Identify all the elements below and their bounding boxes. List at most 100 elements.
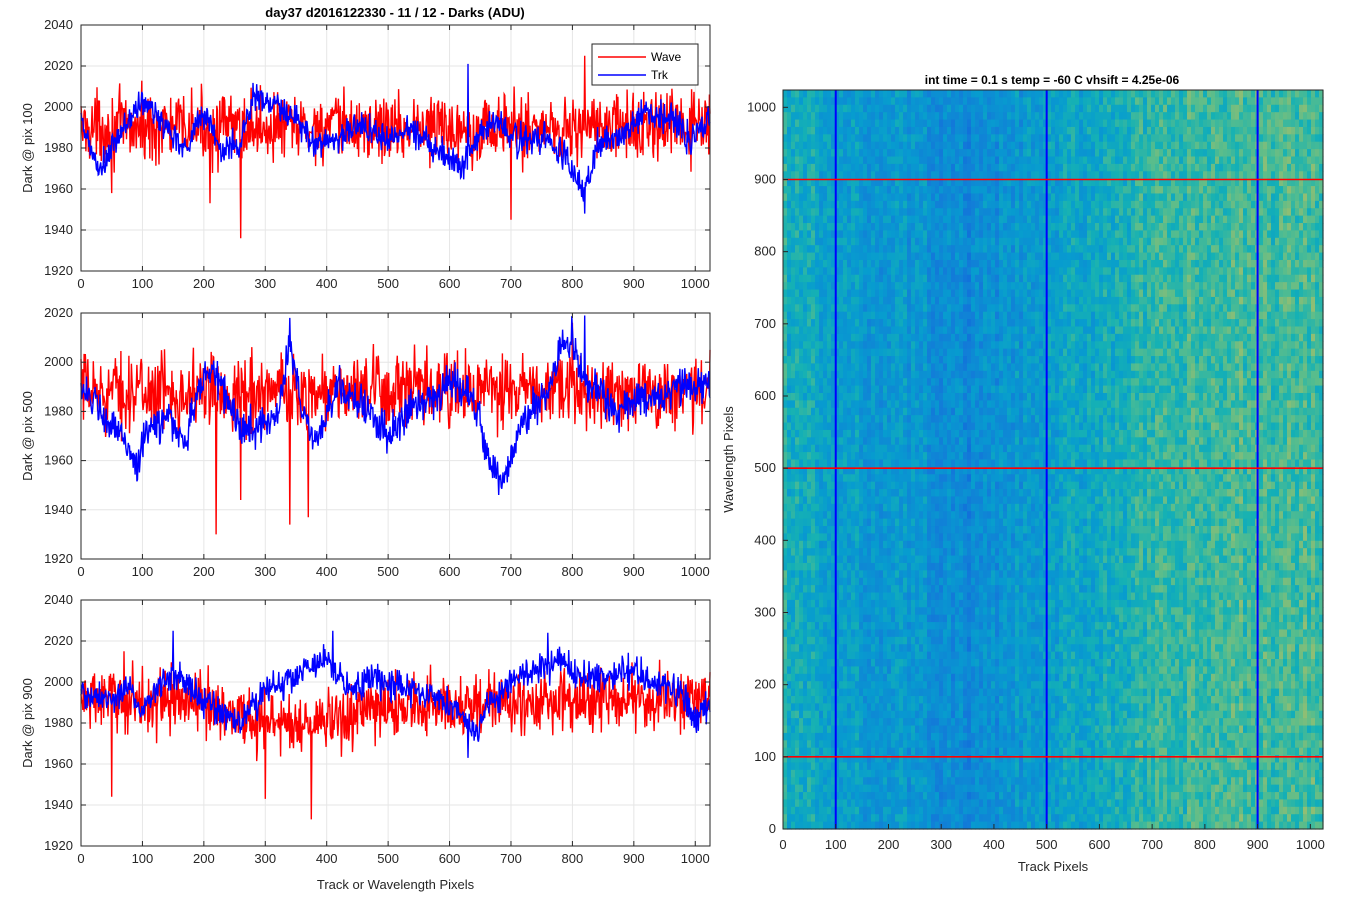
heatmap-cell — [1015, 171, 1020, 180]
heatmap-cell — [1175, 267, 1180, 276]
heatmap-cell — [1243, 126, 1248, 135]
y-tick-label: 1940 — [44, 797, 73, 812]
heatmap-cell — [1251, 178, 1256, 187]
heatmap-cell — [1111, 193, 1116, 202]
heatmap-cell — [807, 134, 812, 143]
heatmap-cell — [991, 171, 996, 180]
heatmap-cell — [1007, 112, 1012, 121]
heatmap-cell — [971, 326, 976, 335]
heatmap-cell — [879, 259, 884, 268]
heatmap-cell — [803, 104, 808, 113]
heatmap-cell — [943, 186, 948, 195]
heatmap-cell — [1231, 163, 1236, 172]
heatmap-cell — [831, 149, 836, 158]
heatmap-cell — [1279, 252, 1284, 261]
heatmap-cell — [1227, 304, 1232, 313]
heatmap-cell — [951, 186, 956, 195]
heatmap-cell — [803, 149, 808, 158]
heatmap-cell — [1011, 156, 1016, 165]
heatmap-cell — [931, 163, 936, 172]
heatmap-cell — [895, 126, 900, 135]
heatmap-cell — [1319, 163, 1324, 172]
heatmap-cell — [807, 178, 812, 187]
heatmap-cell — [1243, 200, 1248, 209]
heatmap-cell — [1107, 259, 1112, 268]
heatmap-cell — [1147, 341, 1152, 350]
heatmap-cell — [839, 237, 844, 246]
heatmap-cell — [1019, 97, 1024, 106]
heatmap-cell — [967, 156, 972, 165]
heatmap-cell — [791, 178, 796, 187]
heatmap-cell — [971, 97, 976, 106]
heatmap-cell — [1259, 215, 1264, 224]
heatmap-cell — [851, 112, 856, 121]
heatmap-cell — [819, 156, 824, 165]
heatmap-cell — [891, 326, 896, 335]
heatmap-cell — [1023, 104, 1028, 113]
heatmap-cell — [883, 171, 888, 180]
heatmap-cell — [1191, 259, 1196, 268]
heatmap-cell — [891, 134, 896, 143]
heatmap-cell — [1211, 186, 1216, 195]
heatmap-cell — [875, 230, 880, 239]
heatmap-cell — [1107, 163, 1112, 172]
heatmap-cell — [987, 333, 992, 342]
heatmap-cell — [1191, 267, 1196, 276]
heatmap-cell — [975, 126, 980, 135]
heatmap-cell — [827, 112, 832, 121]
heatmap-cell — [1095, 326, 1100, 335]
heatmap-cell — [835, 104, 840, 113]
heatmap-cell — [963, 319, 968, 328]
heatmap-cell — [1303, 141, 1308, 150]
heatmap-cell — [1271, 156, 1276, 165]
heatmap-cell — [983, 126, 988, 135]
heatmap-cell — [1307, 178, 1312, 187]
heatmap-cell — [1079, 252, 1084, 261]
heatmap-cell — [1171, 296, 1176, 305]
heatmap-cell — [951, 282, 956, 291]
heatmap-cell — [859, 259, 864, 268]
heatmap-cell — [1139, 259, 1144, 268]
heatmap-cell — [1043, 171, 1048, 180]
heatmap-cell — [1147, 230, 1152, 239]
heatmap-cell — [1027, 341, 1032, 350]
heatmap-cell — [1287, 282, 1292, 291]
heatmap-cell — [1055, 230, 1060, 239]
heatmap-cell — [1015, 141, 1020, 150]
heatmap-cell — [1247, 141, 1252, 150]
heatmap-cell — [891, 289, 896, 298]
heatmap-cell — [1139, 178, 1144, 187]
heatmap-cell — [1215, 245, 1220, 254]
heatmap-cell — [903, 274, 908, 283]
heatmap-cell — [943, 333, 948, 342]
heatmap-cell — [1283, 200, 1288, 209]
heatmap-cell — [1319, 341, 1324, 350]
heatmap-cell — [1087, 252, 1092, 261]
heatmap-cell — [831, 333, 836, 342]
heatmap-cell — [815, 348, 820, 357]
heatmap-cell — [875, 289, 880, 298]
heatmap-cell — [959, 296, 964, 305]
heatmap-cell — [1247, 267, 1252, 276]
heatmap-cell — [967, 163, 972, 172]
heatmap-cell — [859, 149, 864, 158]
heatmap-cell — [1299, 341, 1304, 350]
heatmap-cell — [963, 304, 968, 313]
heatmap-cell — [1047, 296, 1052, 305]
heatmap-cell — [947, 156, 952, 165]
heatmap-cell — [907, 252, 912, 261]
heatmap-cell — [1027, 296, 1032, 305]
heatmap-cell — [983, 333, 988, 342]
heatmap-cell — [1271, 186, 1276, 195]
heatmap-cell — [923, 259, 928, 268]
heatmap-cell — [1283, 141, 1288, 150]
heatmap-cell — [855, 259, 860, 268]
heatmap-cell — [1031, 223, 1036, 232]
heatmap-cell — [787, 319, 792, 328]
heatmap-cell — [1159, 259, 1164, 268]
heatmap-cell — [799, 178, 804, 187]
heatmap-cell — [927, 230, 932, 239]
heatmap-cell — [815, 112, 820, 121]
heatmap-cell — [1087, 119, 1092, 128]
heatmap-cell — [935, 97, 940, 106]
